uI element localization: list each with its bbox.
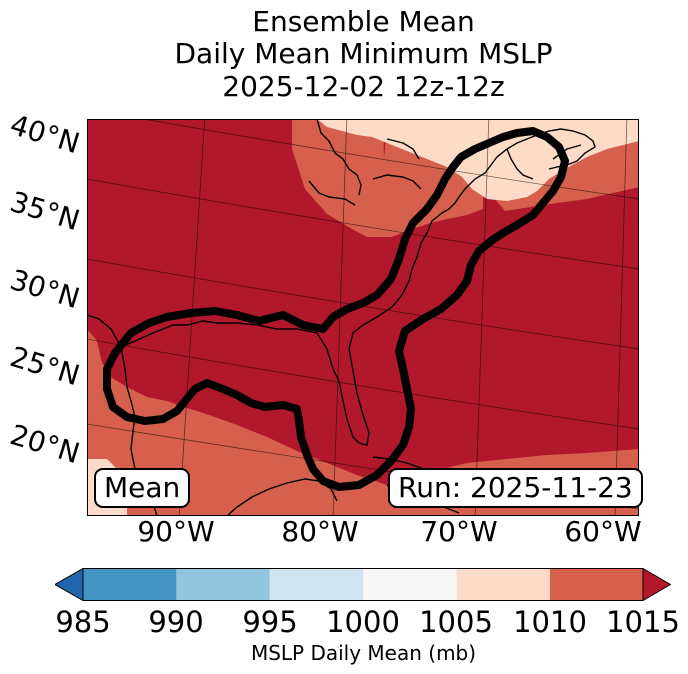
lat-label-35n: 35°N [6,185,84,238]
colorbar-tick-1000: 1000 [326,605,400,639]
colorbar-bin-1005-1010 [456,568,550,601]
lon-label-80w: 80°W [281,515,359,548]
colorbar-bin-995-1000 [269,568,364,601]
colorbar-tick-1010: 1010 [513,605,587,639]
map-title-line-2: Daily Mean Minimum MSLP [174,37,553,70]
colorbar [55,568,671,601]
lat-label-25n: 25°N [6,340,84,393]
lon-label-90w: 90°W [137,515,215,548]
colorbar-label: MSLP Daily Mean (mb) [250,641,477,665]
colorbar-tick-1005: 1005 [419,605,493,639]
run-date-box: Run: 2025-11-23 [388,468,643,508]
map-title-line-1: Ensemble Mean [252,5,475,38]
graticule [87,119,639,516]
mean-label-box: Mean [94,468,191,508]
map-panel [87,119,639,516]
colorbar-bin-1010-1015 [550,568,643,601]
lat-label-40n: 40°N [6,108,84,161]
lon-label-70w: 70°W [420,515,498,548]
colorbar-tick-1015: 1015 [606,605,680,639]
lat-label-30n: 30°N [6,263,84,316]
lat-label-20n: 20°N [6,418,84,471]
colorbar-bin-990-995 [176,568,270,601]
colorbar-extend-high [642,568,671,601]
colorbar-tick-990: 990 [148,605,204,639]
lon-label-60w: 60°W [564,515,642,548]
ensemble-contour [103,127,569,491]
colorbar-bin-985-990 [83,568,177,601]
colorbar-tick-995: 995 [242,605,298,639]
colorbar-bin-1000-1005 [363,568,457,601]
pressure-field-1005-1010-north [317,119,639,201]
colorbar-extend-low [55,568,84,601]
map-title-line-3: 2025-12-02 12z-12z [222,70,505,103]
colorbar-tick-985: 985 [55,605,111,639]
coastlines [87,119,596,516]
